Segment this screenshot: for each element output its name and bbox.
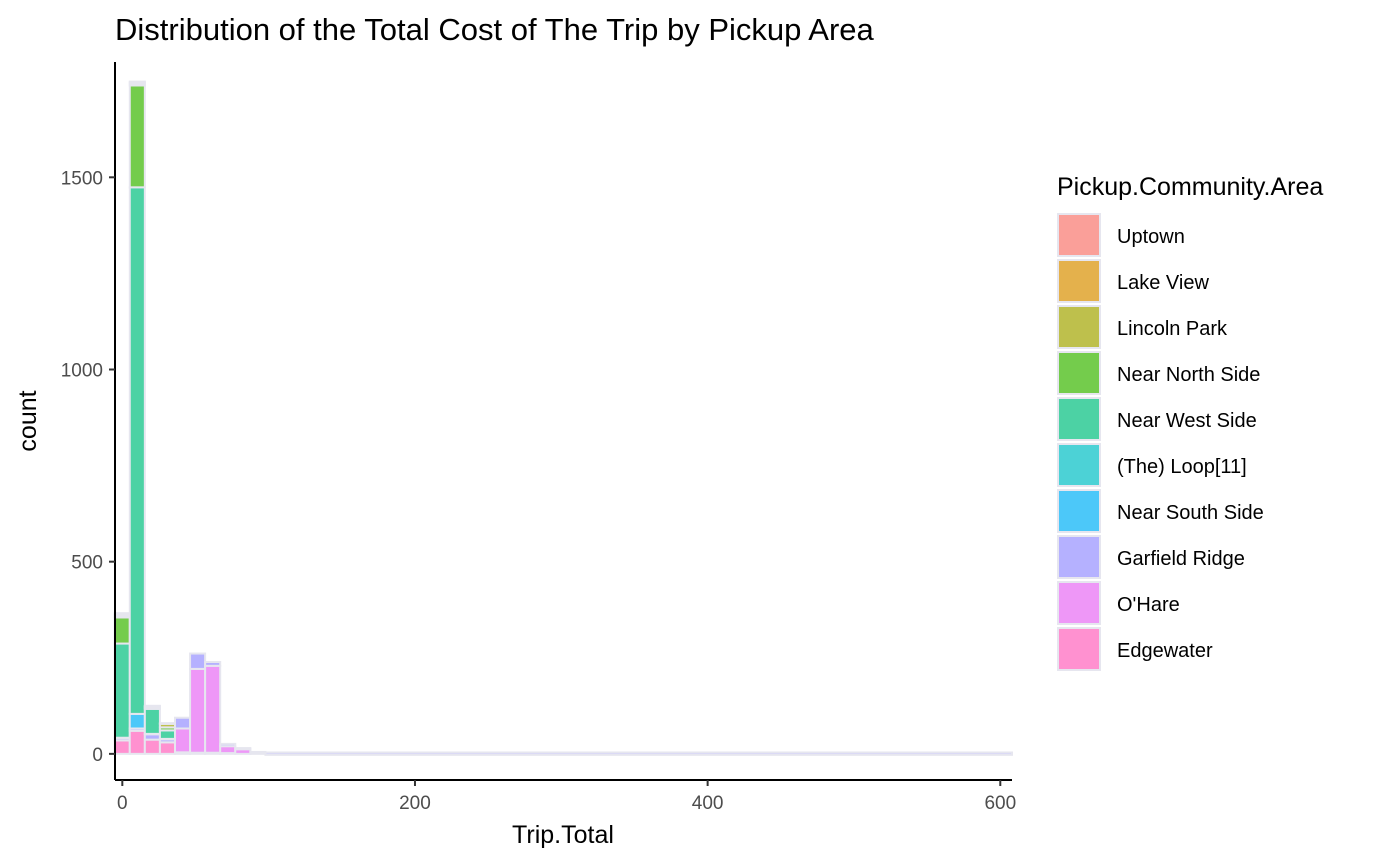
legend-label: Near North Side	[1117, 364, 1260, 386]
legend-key	[1057, 213, 1101, 257]
bar-segment	[143, 738, 161, 755]
bar-segment	[204, 664, 222, 754]
axes-layer: 0 500 1000 1500 0 200 400 600	[61, 62, 1016, 814]
legend-key	[1057, 259, 1101, 303]
legend-label: (The) Loop[11]	[1117, 456, 1247, 478]
bar-segment	[128, 80, 146, 84]
legend-label: Uptown	[1117, 226, 1185, 248]
bar-segment	[174, 716, 192, 730]
bar-segment	[249, 750, 267, 755]
bar-segment	[174, 727, 192, 754]
bar-segment	[128, 186, 146, 715]
bars-layer	[113, 80, 1013, 756]
legend-label: Lake View	[1117, 272, 1209, 294]
legend-key	[1057, 627, 1101, 671]
legend-key	[1057, 305, 1101, 349]
legend-key	[1057, 535, 1101, 579]
bar-segment	[113, 642, 131, 739]
legend-label: Garfield Ridge	[1117, 548, 1245, 570]
chart-title: Distribution of the Total Cost of The Tr…	[115, 12, 875, 47]
x-tick-label: 400	[692, 793, 724, 814]
bar-segment	[219, 742, 237, 748]
x-tick-label: 0	[117, 793, 128, 814]
legend-title: Pickup.Community.Area	[1057, 173, 1323, 201]
bar-segment	[113, 739, 131, 755]
bar-segment	[113, 612, 131, 616]
y-axis-title: count	[14, 390, 42, 451]
legend-key	[1057, 489, 1101, 533]
x-tick-label: 200	[399, 793, 431, 814]
legend-label: Near South Side	[1117, 502, 1264, 524]
legend-label: Near West Side	[1117, 410, 1257, 432]
y-tick-label: 1500	[61, 168, 103, 189]
legend-key	[1057, 581, 1101, 625]
legend-label: Lincoln Park	[1117, 318, 1228, 340]
bar-segment	[143, 707, 161, 735]
legend-label: O'Hare	[1117, 594, 1180, 616]
x-axis-title: Trip.Total	[512, 821, 614, 849]
bar-segment	[158, 729, 176, 740]
y-tick-label: 1000	[61, 360, 103, 381]
y-tick-label: 500	[71, 553, 103, 574]
x-tick-label: 600	[984, 793, 1016, 814]
bar-segment	[234, 747, 252, 751]
bar-segment	[189, 667, 207, 754]
legend-key	[1057, 443, 1101, 487]
bar-tail	[264, 751, 1013, 756]
bar-segment	[113, 616, 131, 645]
bar-segment	[128, 729, 146, 755]
bar-segment	[219, 745, 237, 755]
bar-segment	[204, 661, 222, 667]
y-tick-label: 0	[92, 745, 103, 766]
bar-segment	[158, 741, 176, 755]
bar-segment	[189, 652, 207, 670]
bar-segment	[128, 84, 146, 189]
legend-label: Edgewater	[1117, 640, 1213, 662]
legend: Pickup.Community.Area Uptown Lake View Lin…	[1057, 173, 1323, 671]
bar-segment	[128, 712, 146, 730]
legend-key	[1057, 397, 1101, 441]
legend-key	[1057, 351, 1101, 395]
